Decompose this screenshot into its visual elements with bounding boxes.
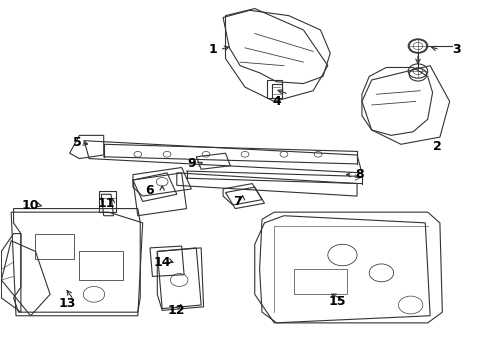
Text: 7: 7 <box>233 195 242 208</box>
Bar <box>79 251 123 280</box>
Text: 12: 12 <box>168 304 186 317</box>
Text: 8: 8 <box>355 168 364 181</box>
Text: 10: 10 <box>22 198 39 212</box>
Text: 14: 14 <box>153 256 171 269</box>
Text: 5: 5 <box>73 136 81 149</box>
Text: 2: 2 <box>433 140 442 153</box>
Text: 9: 9 <box>187 157 196 170</box>
Text: 6: 6 <box>146 184 154 197</box>
Bar <box>35 234 74 258</box>
Text: 1: 1 <box>209 43 218 56</box>
Text: 4: 4 <box>272 95 281 108</box>
Text: 15: 15 <box>329 295 346 308</box>
Text: 11: 11 <box>98 197 115 210</box>
Bar <box>267 80 282 98</box>
Bar <box>294 269 347 294</box>
Text: 13: 13 <box>58 297 76 310</box>
Text: 3: 3 <box>453 43 461 56</box>
